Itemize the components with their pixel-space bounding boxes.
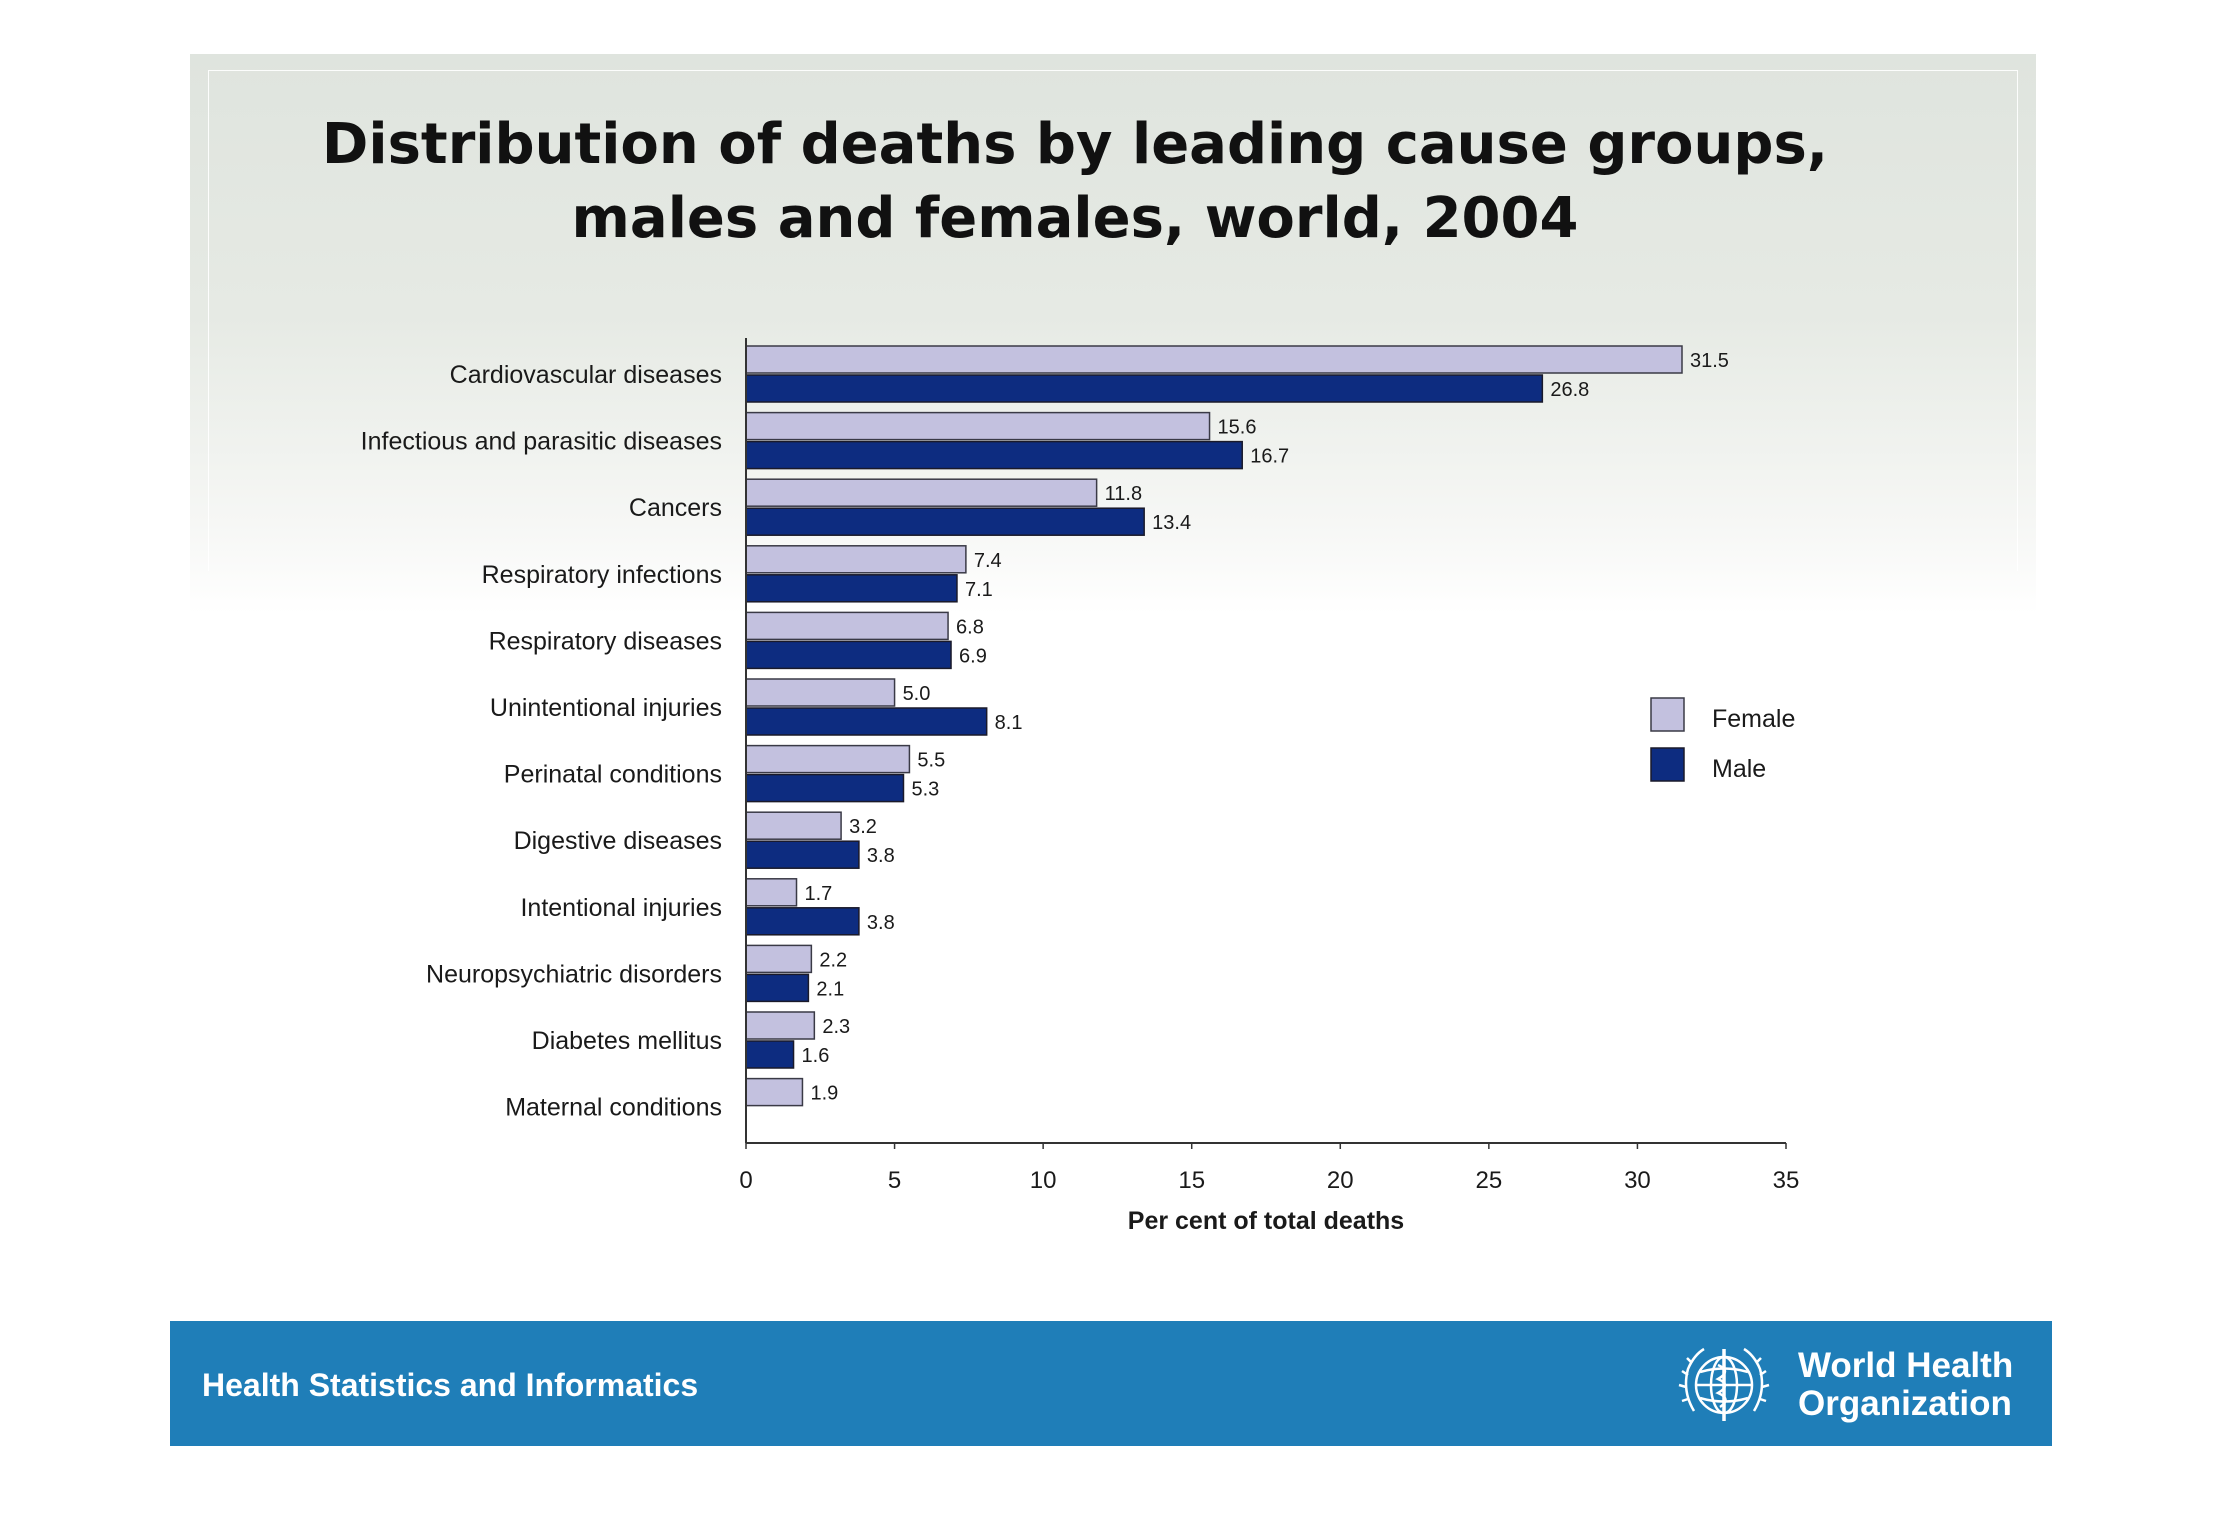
bar-male (745, 973, 810, 1003)
bar-female-value-label: 11.8 (1105, 483, 1142, 505)
category-label: Digestive diseases (514, 827, 722, 855)
footer-bar: Health Statistics and Informatics World … (170, 1321, 2052, 1446)
x-tick-label: 5 (888, 1167, 901, 1194)
bar-female (745, 611, 949, 641)
bar-female (745, 478, 1098, 507)
x-tick-label: 0 (739, 1167, 752, 1194)
bar-female-value-label: 5.5 (917, 750, 945, 772)
bar-female (745, 345, 1683, 374)
bar-female (745, 944, 813, 974)
bar-female-value-label: 6.8 (956, 616, 984, 638)
bar-male (745, 773, 905, 803)
who-emblem-icon (1678, 1347, 1770, 1421)
bar-male-value-label: 3.8 (867, 912, 895, 934)
bar-female (745, 411, 1211, 441)
chart-title-line-1: Distribution of deaths by leading cause … (321, 112, 1829, 177)
bar-male-value-label: 3.8 (867, 845, 895, 867)
category-label: Diabetes mellitus (532, 1027, 722, 1055)
bar-male-value-label: 8.1 (995, 712, 1023, 734)
bar-female-value-label: 1.9 (810, 1083, 838, 1105)
bar-female (745, 1011, 816, 1040)
bar-male-value-label: 7.1 (965, 579, 993, 601)
bar-male-value-label: 1.6 (802, 1045, 830, 1067)
bar-female-value-label: 31.5 (1690, 350, 1729, 372)
bar-male-value-label: 13.4 (1152, 512, 1191, 534)
bar-male (745, 507, 1145, 536)
category-label: Neuropsychiatric disorders (426, 960, 722, 988)
category-label: Maternal conditions (505, 1094, 722, 1122)
bar-female (745, 1077, 804, 1107)
x-axis-title: Per cent of total deaths (1128, 1207, 1404, 1235)
bar-female-value-label: 15.6 (1218, 417, 1257, 439)
organization-name-line-2: Organization (1798, 1384, 2012, 1423)
bar-chart: Cardiovascular diseases 31.5 26.8 Infectiou… (361, 338, 1800, 1235)
bar-male (745, 440, 1243, 470)
bar-female (745, 744, 911, 774)
slide-background (190, 54, 2036, 1304)
chart-title-line-2: males and females, world, 2004 (571, 186, 1579, 251)
bar-male-value-label: 6.9 (959, 645, 987, 667)
bar-male-value-label: 5.3 (911, 779, 939, 801)
bar-female-value-label: 5.0 (903, 683, 931, 705)
category-label: Respiratory diseases (489, 627, 722, 655)
bar-male (745, 907, 860, 936)
category-label: Intentional injuries (520, 894, 722, 922)
footer-department-label: Health Statistics and Informatics (202, 1367, 699, 1403)
x-tick-label: 25 (1476, 1167, 1503, 1194)
category-label: Perinatal conditions (504, 761, 722, 789)
organization-name-line-1: World Health (1798, 1346, 2014, 1385)
bar-female-value-label: 2.3 (822, 1016, 850, 1038)
x-tick-label: 35 (1773, 1167, 1800, 1194)
bar-male (745, 374, 1544, 403)
bar-male (745, 707, 988, 736)
x-tick-label: 10 (1030, 1167, 1057, 1194)
legend-swatch-male (1650, 747, 1685, 782)
x-tick-label: 30 (1624, 1167, 1651, 1194)
legend-label-male: Male (1712, 755, 1766, 783)
organization-name: World Health Organization (1798, 1347, 2013, 1423)
bar-female-value-label: 3.2 (849, 816, 877, 838)
bar-female-value-label: 1.7 (805, 883, 833, 905)
bar-female-value-label: 2.2 (819, 949, 847, 971)
category-label: Cancers (629, 494, 722, 522)
bar-female-value-label: 7.4 (974, 550, 1002, 572)
x-tick-label: 20 (1327, 1167, 1354, 1194)
bar-male (745, 1040, 795, 1069)
legend-label-female: Female (1712, 705, 1795, 733)
bar-female (745, 678, 896, 707)
bar-male (745, 640, 952, 670)
bar-male-value-label: 16.7 (1250, 446, 1289, 468)
bar-female (745, 811, 842, 840)
bar-male (745, 840, 860, 869)
bar-male-value-label: 2.1 (816, 978, 844, 1000)
category-label: Cardiovascular diseases (450, 361, 722, 389)
category-label: Unintentional injuries (490, 694, 722, 722)
bar-female (745, 545, 967, 574)
bar-male (745, 574, 958, 603)
bar-male-value-label: 26.8 (1550, 379, 1589, 401)
legend-swatch-female (1650, 697, 1685, 732)
category-label: Infectious and parasitic diseases (361, 428, 722, 456)
chart-title: Distribution of deaths by leading cause … (190, 108, 1960, 256)
bar-female (745, 878, 798, 907)
x-tick-label: 15 (1178, 1167, 1205, 1194)
category-label: Respiratory infections (482, 561, 722, 589)
